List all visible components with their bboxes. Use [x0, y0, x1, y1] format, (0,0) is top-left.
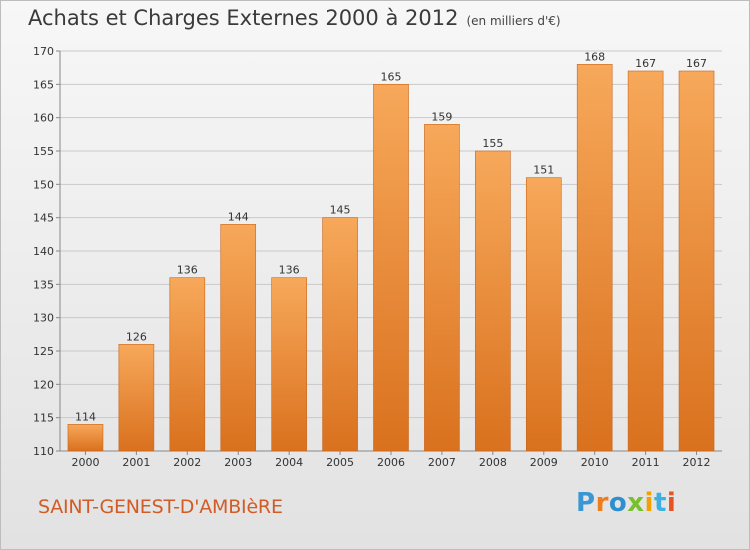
chart-title: Achats et Charges Externes 2000 à 2012: [28, 6, 459, 30]
proxiti-logo: Proxiti: [576, 488, 676, 518]
bar: [678, 70, 715, 452]
bar: [322, 217, 358, 452]
bar: [118, 344, 155, 452]
data-label: 165: [381, 70, 402, 83]
bar: [169, 277, 206, 452]
logo-letter: o: [608, 488, 628, 518]
bars: [67, 64, 715, 452]
chart-title-block: Achats et Charges Externes 2000 à 2012 (e…: [28, 6, 561, 30]
logo-letter: P: [576, 488, 596, 518]
data-label: 167: [686, 57, 707, 70]
x-tick-label: 2007: [428, 456, 456, 469]
y-tick-label: 140: [33, 245, 54, 258]
x-tick-label: 2003: [224, 456, 252, 469]
y-tick-label: 170: [33, 45, 54, 58]
bar: [424, 124, 460, 452]
x-tick-label: 2000: [71, 456, 99, 469]
logo-letter: t: [653, 488, 667, 518]
y-tick-label: 160: [33, 112, 54, 125]
data-labels: 114 126 136 144 136 145 165 159 155 151 168 167 167: [75, 50, 707, 423]
y-tick-label: 165: [33, 78, 54, 91]
y-tick-label: 125: [33, 345, 54, 358]
data-label: 136: [279, 264, 300, 277]
data-label: 151: [533, 164, 554, 177]
chart-unit: (en milliers d'€): [466, 14, 561, 28]
x-tick-label: 2008: [479, 456, 507, 469]
x-tick-label: 2004: [275, 456, 303, 469]
x-tick-label: 2011: [632, 456, 660, 469]
logo-letter: x: [627, 488, 645, 518]
bar: [627, 70, 664, 452]
data-label: 168: [584, 50, 605, 63]
data-label: 126: [126, 330, 147, 343]
bar: [67, 424, 104, 452]
x-tick-label: 2009: [530, 456, 558, 469]
y-tick-label: 120: [33, 378, 54, 391]
x-tick-label: 2002: [173, 456, 201, 469]
bar: [576, 64, 613, 452]
x-tick-label: 2001: [122, 456, 150, 469]
data-label: 159: [431, 110, 452, 123]
data-label: 144: [228, 210, 249, 223]
municipality-name: SAINT-GENEST-D'AMBIèRE: [38, 496, 283, 518]
y-tick-label: 130: [33, 312, 54, 325]
y-tick-label: 135: [33, 278, 54, 291]
bar: [525, 177, 562, 452]
y-tick-label: 155: [33, 145, 54, 158]
y-tick-label: 110: [33, 445, 54, 458]
data-label: 114: [75, 410, 96, 423]
y-tick-label: 115: [33, 412, 54, 425]
logo-letter: i: [666, 488, 677, 518]
x-tick-label: 2012: [683, 456, 711, 469]
x-tick-label: 2006: [377, 456, 405, 469]
data-label: 155: [482, 137, 503, 150]
bar: [373, 84, 409, 452]
logo-letter: i: [644, 488, 654, 518]
bar: [220, 224, 257, 452]
logo-letter: r: [595, 488, 609, 518]
data-label: 136: [177, 264, 198, 277]
bar: [271, 277, 307, 452]
data-label: 145: [330, 204, 351, 217]
data-label: 167: [635, 57, 656, 70]
tick-labels: 110 115 120 125 130 135 140 145 150 155 160 165 170 2…: [33, 45, 711, 469]
y-tick-label: 150: [33, 178, 54, 191]
x-tick-label: 2005: [326, 456, 354, 469]
bar: [475, 150, 511, 452]
y-tick-label: 145: [33, 212, 54, 225]
x-tick-label: 2010: [581, 456, 609, 469]
